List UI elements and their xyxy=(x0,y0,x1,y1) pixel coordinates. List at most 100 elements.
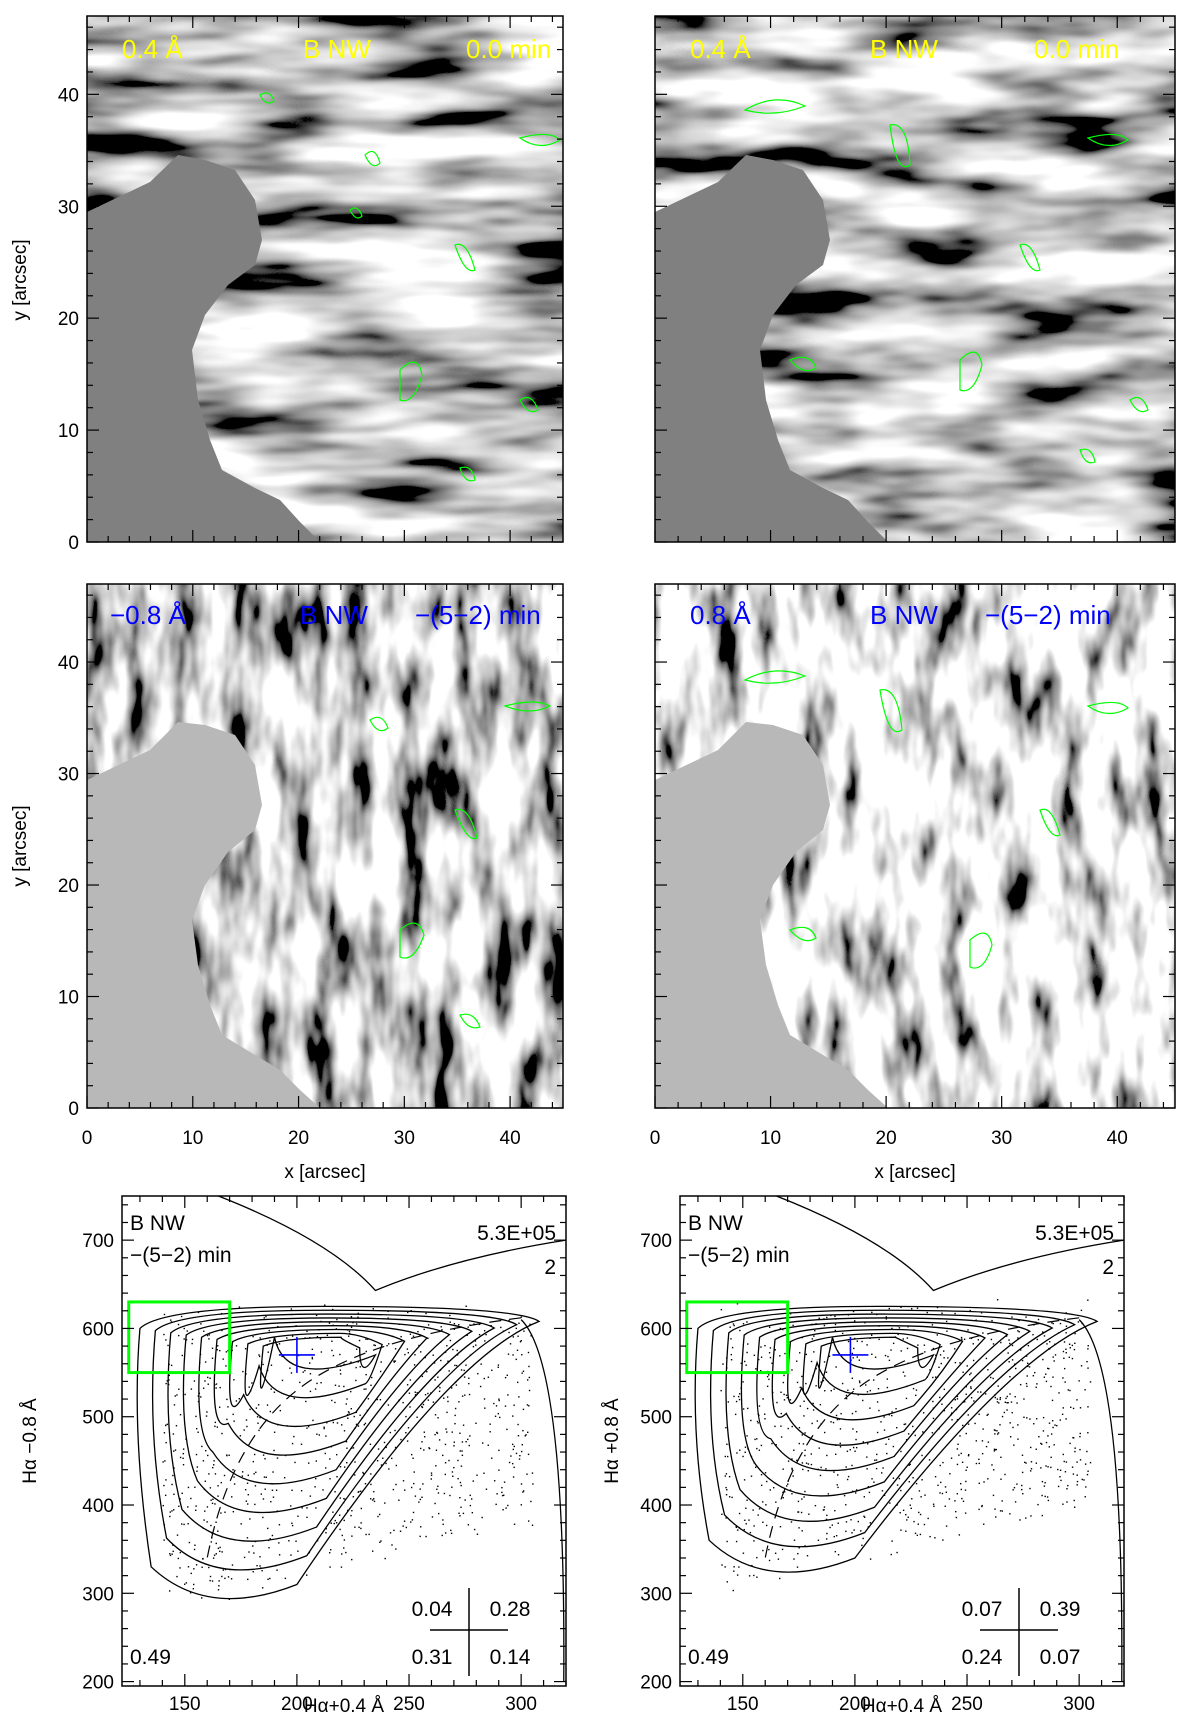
f-quadrant-fractions: 0.07 0.39 0.24 0.07 xyxy=(962,1588,1081,1676)
scatter-point xyxy=(956,1395,959,1398)
scatter-point xyxy=(329,1549,332,1551)
scatter-point xyxy=(372,1308,374,1310)
scatter-point xyxy=(972,1359,975,1362)
scatter-point xyxy=(1020,1349,1022,1351)
scatter-point xyxy=(352,1496,355,1498)
scatter-point xyxy=(982,1428,984,1430)
scatter-point xyxy=(289,1367,291,1369)
plot-frame xyxy=(121,1195,567,1687)
scatter-point xyxy=(243,1556,246,1559)
scatter-point xyxy=(886,1386,889,1389)
scatter-point xyxy=(527,1351,530,1354)
scatter-point xyxy=(961,1461,964,1464)
scatter-point xyxy=(845,1397,848,1400)
scatter-point xyxy=(164,1494,167,1497)
scatter-point xyxy=(373,1344,375,1346)
scatter-point xyxy=(232,1413,234,1416)
scatter-point xyxy=(393,1361,395,1363)
scatter-point xyxy=(218,1406,221,1408)
scatter-point xyxy=(418,1501,420,1503)
scatter-point xyxy=(1034,1371,1036,1374)
scatter-point xyxy=(801,1434,803,1436)
panel-d-axes: 0 10 20 30 40 xyxy=(650,583,1176,1149)
scatter-point xyxy=(179,1413,182,1416)
scatter-point xyxy=(996,1401,999,1403)
scatter-point xyxy=(214,1425,216,1428)
scatter-point xyxy=(820,1466,822,1469)
scatter-point xyxy=(1007,1352,1009,1354)
scatter-point xyxy=(451,1431,453,1433)
scatter-point xyxy=(410,1309,412,1312)
scatter-point xyxy=(954,1348,956,1350)
scatter-point xyxy=(902,1509,905,1512)
scatter-point xyxy=(220,1512,222,1514)
f-quad-ur: 0.39 xyxy=(1040,1598,1081,1621)
scatter-point xyxy=(370,1384,372,1387)
scatter-point xyxy=(853,1529,855,1531)
scatter-point xyxy=(1061,1413,1064,1415)
scatter-point xyxy=(920,1496,922,1498)
scatter-point xyxy=(288,1540,290,1542)
scatter-point xyxy=(403,1520,406,1522)
scatter-point xyxy=(522,1429,524,1432)
scatter-point xyxy=(1089,1381,1092,1383)
scatter-point xyxy=(830,1390,832,1392)
scatter-point xyxy=(992,1494,995,1497)
scatter-point xyxy=(758,1449,761,1451)
scatter-point xyxy=(992,1343,995,1345)
scatter-point xyxy=(1004,1401,1007,1404)
scatter-point xyxy=(862,1537,864,1540)
mask-region xyxy=(87,155,320,542)
scatter-point xyxy=(837,1553,840,1556)
contour-line xyxy=(740,1317,1032,1497)
scatter-point xyxy=(858,1359,861,1361)
scatter-point xyxy=(847,1340,850,1343)
x-tick-label: 250 xyxy=(951,1694,983,1714)
scatter-point xyxy=(339,1497,341,1499)
scatter-point xyxy=(309,1495,312,1497)
scatter-point xyxy=(165,1441,167,1444)
scatter-point xyxy=(469,1435,471,1437)
scatter-point xyxy=(525,1434,527,1436)
scatter-point xyxy=(1041,1494,1043,1497)
scatter-point xyxy=(756,1556,758,1559)
scatter-point xyxy=(941,1492,944,1495)
scatter-point xyxy=(1017,1438,1019,1440)
scatter-point xyxy=(333,1522,335,1525)
scatter-point xyxy=(967,1423,970,1425)
scatter-point xyxy=(343,1547,345,1549)
scatter-point xyxy=(987,1413,989,1416)
scatter-point xyxy=(315,1460,318,1462)
y-tick-label: 400 xyxy=(82,1496,114,1517)
scatter-point xyxy=(951,1419,953,1421)
scatter-point xyxy=(733,1395,735,1398)
scatter-point xyxy=(1041,1443,1043,1445)
scatter-point xyxy=(475,1344,477,1346)
scatter-point xyxy=(376,1460,379,1462)
y-tick-label: 40 xyxy=(58,653,79,674)
scatter-point xyxy=(258,1354,260,1356)
y-tick-label: 20 xyxy=(58,309,79,330)
scatter-point xyxy=(181,1523,183,1525)
scatter-point xyxy=(354,1474,356,1476)
scatter-point xyxy=(350,1390,352,1393)
scatter-point xyxy=(395,1464,398,1467)
scatter-point xyxy=(972,1343,974,1345)
f-x-axis-title: Hα+0.4 Å xyxy=(862,1696,942,1714)
scatter-point xyxy=(872,1379,875,1381)
scatter-point xyxy=(1065,1461,1068,1463)
scatter-point xyxy=(496,1493,498,1495)
scatter-point xyxy=(343,1519,345,1522)
scatter-point xyxy=(314,1486,316,1488)
scatter-point xyxy=(379,1399,382,1401)
scatter-point xyxy=(521,1372,523,1374)
scatter-point xyxy=(358,1339,361,1342)
scatter-point xyxy=(394,1446,397,1449)
scatter-point xyxy=(757,1422,759,1424)
scatter-point xyxy=(510,1455,512,1457)
scatter-point xyxy=(965,1480,967,1483)
scatter-point xyxy=(742,1552,745,1554)
scatter-point xyxy=(907,1516,909,1519)
scatter-point xyxy=(306,1330,308,1333)
